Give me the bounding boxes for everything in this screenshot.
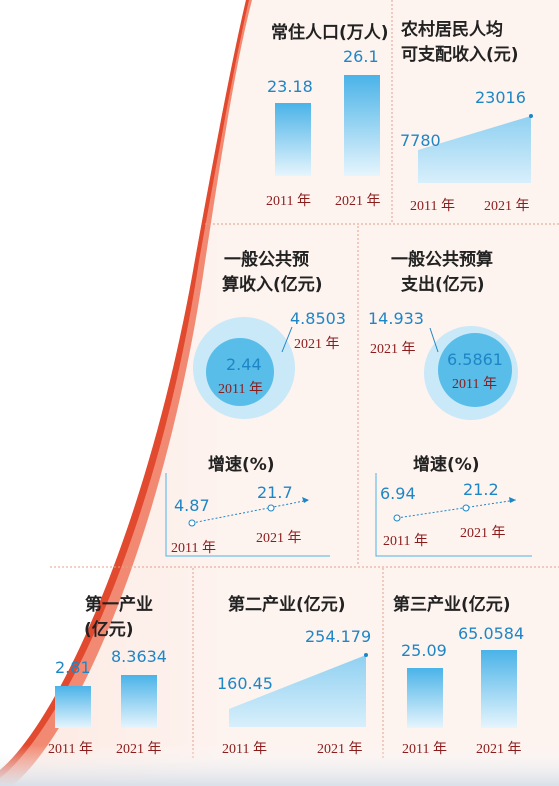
value-secondary-2021: 254.179 xyxy=(305,627,372,646)
point-rural-income-2021 xyxy=(529,114,533,118)
bar-population-2021 xyxy=(344,75,380,176)
leader-expenditure xyxy=(429,327,439,353)
line-expenditure-growth xyxy=(396,499,517,519)
year-secondary-2011: 2011 年 xyxy=(222,742,267,757)
year-population-2021: 2021 年 xyxy=(335,194,381,209)
year-population-2011: 2011 年 xyxy=(266,194,311,209)
panel-dividers xyxy=(50,0,559,760)
arrow-revenue-growth xyxy=(302,497,309,503)
bar-population-2011 xyxy=(275,103,311,176)
title-expenditure-2: 支出(亿元) xyxy=(401,275,485,295)
title-primary-1: 第一产业 xyxy=(85,595,153,615)
point-expenditure-2011 xyxy=(393,514,401,522)
point-expenditure-2021 xyxy=(462,504,470,512)
title-secondary: 第二产业(亿元) xyxy=(228,595,346,615)
bar-tertiary-2021 xyxy=(481,650,517,728)
value-revenue-growth-2011: 4.87 xyxy=(174,496,210,515)
year-tertiary-2021: 2021 年 xyxy=(476,742,522,757)
title-expenditure-1: 一般公共预算 xyxy=(391,250,493,270)
leader-revenue xyxy=(281,326,293,353)
year-rural-income-2011: 2011 年 xyxy=(410,199,455,214)
bubble-expenditure-2011 xyxy=(438,333,512,407)
value-expenditure-2011: 6.5861 xyxy=(447,350,503,369)
year-expenditure-2011: 2011 年 xyxy=(452,377,497,392)
year-secondary-2021: 2021 年 xyxy=(317,742,363,757)
year-expenditure-2021: 2021 年 xyxy=(370,342,416,357)
year-tertiary-2011: 2011 年 xyxy=(402,742,447,757)
value-expenditure-2021: 14.933 xyxy=(368,309,424,328)
value-secondary-2011: 160.45 xyxy=(217,674,273,693)
area-rural-income xyxy=(418,116,531,183)
title-population: 常住人口(万人) xyxy=(271,23,389,43)
title-tertiary: 第三产业(亿元) xyxy=(393,595,511,615)
title-revenue-growth: 增速(%) xyxy=(208,455,275,475)
point-secondary-2021 xyxy=(364,653,368,657)
bar-tertiary-2011 xyxy=(407,668,443,728)
bottom-fade xyxy=(0,745,559,786)
axis-revenue-growth xyxy=(165,473,330,557)
title-rural-income-1: 农村居民人均 xyxy=(401,20,503,40)
year-revenue-2021: 2021 年 xyxy=(294,337,340,352)
value-revenue-2021: 4.8503 xyxy=(290,309,346,328)
value-rural-income-2021: 23016 xyxy=(475,88,526,107)
bar-primary-2011 xyxy=(55,686,91,728)
title-revenue-2: 算收入(亿元) xyxy=(222,275,323,295)
value-primary-2011: 2.81 xyxy=(55,658,91,677)
value-revenue-growth-2021: 21.7 xyxy=(257,483,293,502)
title-rural-income-2: 可支配收入(元) xyxy=(401,45,519,65)
year-revenue-growth-2021: 2021 年 xyxy=(256,531,302,546)
value-rural-income-2011: 7780 xyxy=(400,131,441,150)
value-primary-2021: 8.3634 xyxy=(111,647,167,666)
year-expenditure-growth-2011: 2011 年 xyxy=(383,534,428,549)
bubble-revenue-2011 xyxy=(206,338,274,406)
value-expenditure-growth-2011: 6.94 xyxy=(380,484,416,503)
value-tertiary-2011: 25.09 xyxy=(401,641,447,660)
year-rural-income-2021: 2021 年 xyxy=(484,199,530,214)
year-expenditure-growth-2021: 2021 年 xyxy=(460,526,506,541)
year-primary-2011: 2011 年 xyxy=(48,742,93,757)
point-revenue-2021 xyxy=(267,504,275,512)
year-revenue-2011: 2011 年 xyxy=(218,382,263,397)
value-population-2011: 23.18 xyxy=(267,77,313,96)
point-revenue-2011 xyxy=(188,519,196,527)
title-expenditure-growth: 增速(%) xyxy=(413,455,480,475)
value-expenditure-growth-2021: 21.2 xyxy=(463,480,499,499)
area-secondary xyxy=(229,655,366,727)
bar-primary-2021 xyxy=(121,675,157,728)
value-revenue-2011: 2.44 xyxy=(226,355,262,374)
value-tertiary-2021: 65.0584 xyxy=(458,624,525,643)
value-population-2021: 26.1 xyxy=(343,47,379,66)
year-primary-2021: 2021 年 xyxy=(116,742,162,757)
year-revenue-growth-2011: 2011 年 xyxy=(171,541,216,556)
title-revenue-1: 一般公共预 xyxy=(224,250,309,270)
title-primary-2: (亿元) xyxy=(84,620,134,640)
axis-expenditure-growth xyxy=(375,473,532,557)
arrow-expenditure-growth xyxy=(509,497,516,503)
